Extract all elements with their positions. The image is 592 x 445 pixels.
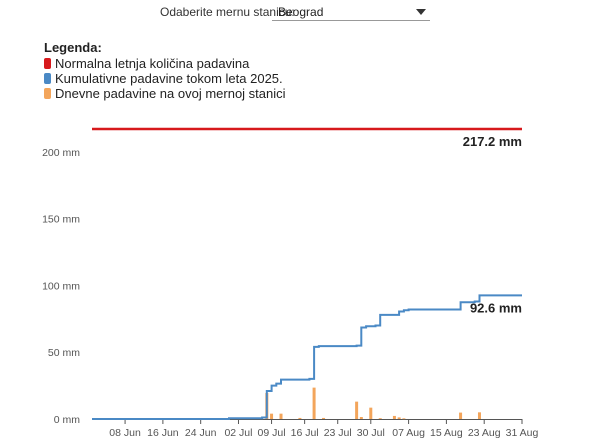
- cumulative-line-group: 92.6 mm: [92, 294, 522, 420]
- x-tick-label: 15 Aug: [430, 427, 463, 439]
- normal-value-label: 217.2 mm: [463, 134, 522, 149]
- daily-bar: [477, 412, 481, 419]
- daily-bar: [322, 417, 326, 419]
- y-axis: 0 mm 50 mm 100 mm 150 mm 200 mm: [42, 147, 80, 426]
- legend-label-normal: Normalna letnja količina padavina: [55, 56, 250, 71]
- daily-bar: [392, 415, 396, 419]
- daily-bar: [270, 413, 274, 419]
- station-select-value: Beograd: [278, 5, 324, 19]
- daily-bars: [265, 387, 481, 420]
- x-tick-label: 23 Jul: [324, 427, 352, 439]
- x-tick-label: 31 Aug: [506, 427, 539, 439]
- daily-bar: [279, 413, 283, 419]
- legend-label-daily: Dnevne padavine na ovoj mernoj stanici: [55, 86, 286, 101]
- y-tick-label: 150 mm: [42, 214, 80, 226]
- station-select[interactable]: Beograd: [272, 3, 430, 21]
- daily-bar: [312, 387, 316, 419]
- x-tick-label: 24 Jun: [185, 427, 217, 439]
- legend-label-cumulative: Kumulativne padavine tokom leta 2025.: [55, 71, 283, 86]
- daily-bar: [298, 417, 302, 419]
- x-tick-label: 30 Jul: [357, 427, 385, 439]
- x-tick-label: 16 Jul: [291, 427, 319, 439]
- cumulative-line: [92, 294, 522, 420]
- x-tick-label: 07 Aug: [392, 427, 425, 439]
- daily-bar: [359, 416, 363, 419]
- legend-item-normal: Normalna letnja količina padavina: [44, 56, 249, 71]
- legend: Legenda: Normalna letnja količina padavi…: [44, 40, 286, 101]
- daily-bar: [459, 412, 463, 419]
- legend-swatch-cumulative: [44, 73, 51, 84]
- x-tick-label: 16 Jun: [147, 427, 179, 439]
- y-tick-label: 0 mm: [54, 414, 81, 426]
- x-tick-label: 09 Jul: [258, 427, 286, 439]
- x-axis: 08 Jun 16 Jun 24 Jun 02 Jul 09 Jul 16 Jul 23 J…: [92, 419, 539, 439]
- cumulative-value-label: 92.6 mm: [470, 300, 522, 315]
- daily-bar: [397, 417, 401, 419]
- y-tick-label: 50 mm: [48, 347, 80, 359]
- station-selector-row: Odaberite mernu stanicu: Beograd: [0, 0, 592, 24]
- station-selector-label: Odaberite mernu stanicu:: [160, 5, 295, 19]
- y-tick-label: 100 mm: [42, 280, 80, 292]
- legend-title: Legenda:: [44, 40, 102, 55]
- x-tick-label: 02 Jul: [224, 427, 252, 439]
- legend-item-daily: Dnevne padavine na ovoj mernoj stanici: [44, 86, 286, 101]
- normal-line-group: 217.2 mm: [92, 127, 522, 149]
- daily-bar: [378, 418, 382, 419]
- daily-bar: [369, 407, 373, 419]
- daily-bar: [355, 401, 359, 419]
- x-tick-label: 23 Aug: [468, 427, 501, 439]
- x-tick-label: 08 Jun: [109, 427, 141, 439]
- daily-bar: [402, 418, 406, 420]
- legend-swatch-daily: [44, 88, 51, 99]
- legend-swatch-normal: [44, 58, 51, 69]
- y-tick-label: 200 mm: [42, 147, 80, 159]
- chevron-down-icon[interactable]: [416, 9, 426, 15]
- legend-item-cumulative: Kumulativne padavine tokom leta 2025.: [44, 71, 283, 86]
